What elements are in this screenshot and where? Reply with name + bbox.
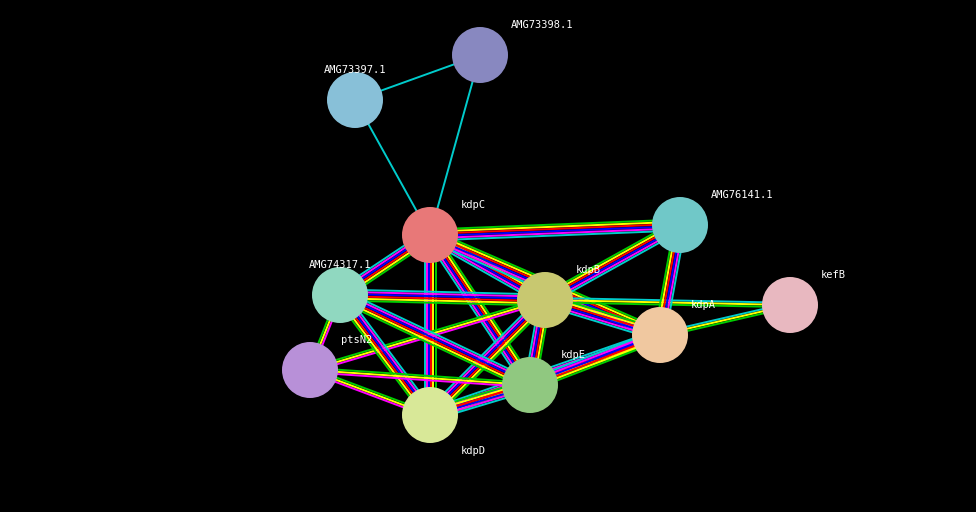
Text: AMG74317.1: AMG74317.1 (309, 260, 372, 270)
Text: kdpC: kdpC (461, 200, 486, 210)
Ellipse shape (327, 72, 383, 128)
Ellipse shape (402, 387, 458, 443)
Ellipse shape (452, 27, 508, 83)
Text: kefB: kefB (821, 270, 846, 280)
Ellipse shape (312, 267, 368, 323)
Text: kdpD: kdpD (461, 446, 486, 456)
Text: ptsN2: ptsN2 (341, 335, 372, 345)
Text: AMG73398.1: AMG73398.1 (511, 20, 574, 30)
Ellipse shape (652, 197, 708, 253)
Ellipse shape (402, 207, 458, 263)
Text: AMG73397.1: AMG73397.1 (324, 65, 386, 75)
Text: kdpE: kdpE (561, 350, 586, 360)
Ellipse shape (762, 277, 818, 333)
Ellipse shape (517, 272, 573, 328)
Text: kdpA: kdpA (691, 300, 716, 310)
Ellipse shape (282, 342, 338, 398)
Ellipse shape (502, 357, 558, 413)
Text: AMG76141.1: AMG76141.1 (711, 190, 774, 200)
Text: kdpB: kdpB (576, 265, 601, 275)
Ellipse shape (632, 307, 688, 363)
